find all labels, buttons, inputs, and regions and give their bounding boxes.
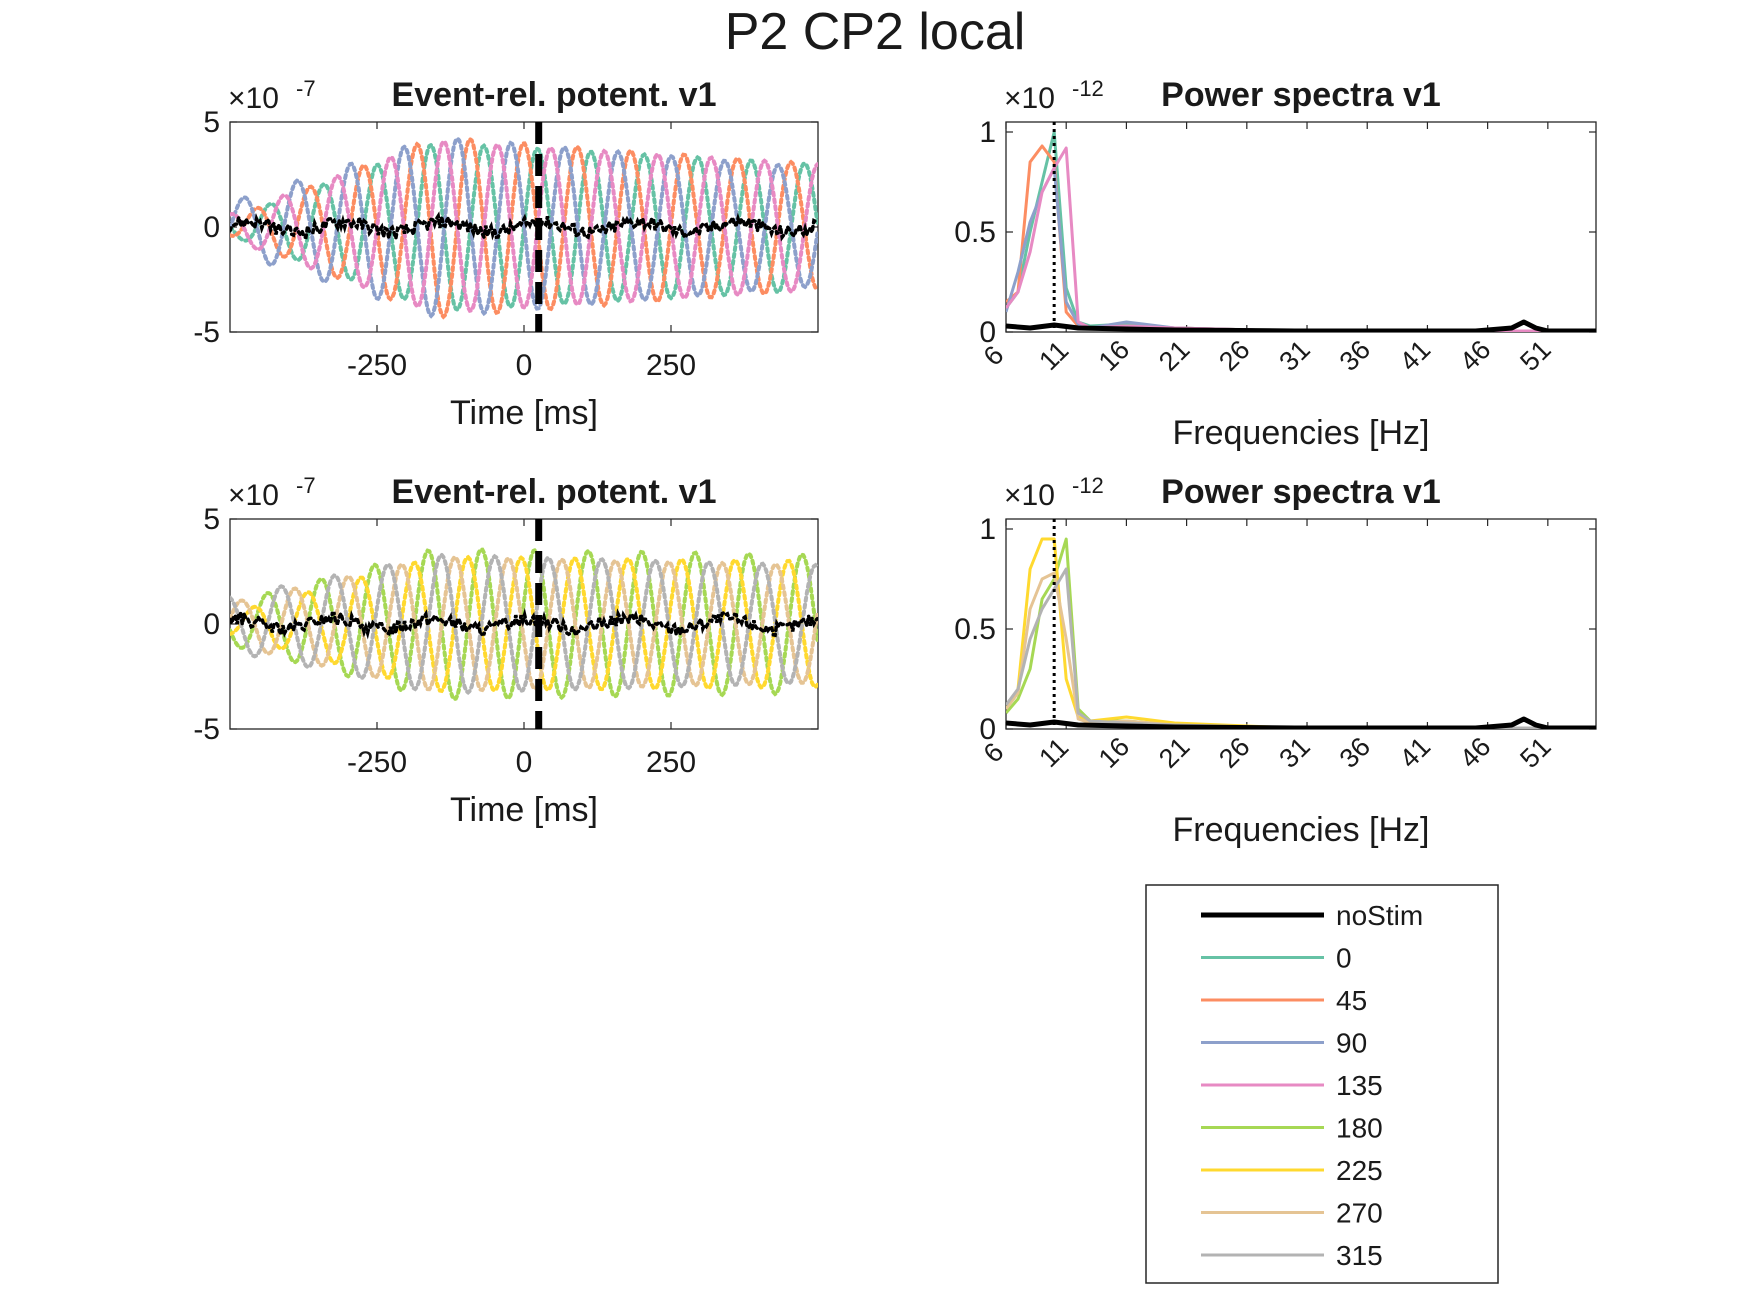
series-line-270 <box>1006 571 1596 729</box>
legend-label-315: 315 <box>1336 1240 1383 1271</box>
legend-label-135: 135 <box>1336 1070 1383 1101</box>
y-tick-label: 1 <box>979 116 996 149</box>
figure-title: P2 CP2 local <box>724 3 1026 61</box>
axis-title: Event-rel. potent. v1 <box>392 76 717 114</box>
legend-label-225: 225 <box>1336 1155 1383 1186</box>
series-group <box>1006 519 1596 729</box>
y-tick-label: 1 <box>979 513 996 546</box>
axis-exponent-power: -7 <box>296 76 316 101</box>
series-line-noStim <box>230 607 818 640</box>
x-tick-label: 21 <box>1153 731 1195 773</box>
series-line-noStim <box>230 211 818 244</box>
x-tick-label: 21 <box>1153 334 1195 376</box>
series-line-45 <box>1006 144 1596 332</box>
x-tick-label: 250 <box>646 746 696 779</box>
axis-exponent: ×10 <box>1004 479 1055 512</box>
x-tick-label: 0 <box>516 349 533 382</box>
y-tick-label: 0 <box>979 316 996 349</box>
legend-label-270: 270 <box>1336 1198 1383 1229</box>
x-tick-label: 0 <box>516 746 533 779</box>
series-group <box>230 122 818 332</box>
plot-area <box>1005 518 1597 730</box>
y-tick-label: 0.5 <box>954 613 996 646</box>
axis-exponent-power: -12 <box>1072 473 1104 498</box>
series-line-135 <box>230 138 818 313</box>
legend-label-noStim: noStim <box>1336 900 1423 931</box>
y-tick-label: -5 <box>193 316 220 349</box>
axis-exponent: ×10 <box>228 82 279 115</box>
x-tick-label: 11 <box>1033 335 1074 376</box>
axis-title: Power spectra v1 <box>1161 473 1441 511</box>
series-line-0 <box>230 142 818 313</box>
x-tick-label: 36 <box>1334 334 1376 376</box>
legend-label-180: 180 <box>1336 1113 1383 1144</box>
x-tick-label: 46 <box>1454 334 1496 376</box>
x-tick-label: 41 <box>1394 334 1436 376</box>
y-tick-label: 0 <box>979 713 996 746</box>
legend-label-0: 0 <box>1336 943 1352 974</box>
series-line-45 <box>230 136 818 320</box>
x-tick-label: 11 <box>1033 732 1074 773</box>
series-line-225 <box>1006 537 1596 729</box>
x-tick-label: -250 <box>347 349 407 382</box>
legend: noStim 0 45 90 135 180 225 270 315 <box>1145 884 1499 1284</box>
axis-exponent-power: -7 <box>296 473 316 498</box>
x-tick-label: 31 <box>1273 334 1315 376</box>
axis-title: Power spectra v1 <box>1161 76 1441 114</box>
y-tick-label: 5 <box>203 503 220 536</box>
axis-title: Event-rel. potent. v1 <box>392 473 717 511</box>
x-tick-label: 31 <box>1273 731 1315 773</box>
series-line-315 <box>230 552 818 695</box>
x-axis-label: Frequencies [Hz] <box>1173 811 1430 849</box>
x-tick-label: 16 <box>1093 334 1135 376</box>
x-axis-label: Frequencies [Hz] <box>1173 414 1430 452</box>
x-tick-label: 16 <box>1093 731 1135 773</box>
y-tick-label: 0.5 <box>954 216 996 249</box>
series-line-noStim <box>1006 319 1596 332</box>
series-line-135 <box>1006 146 1596 332</box>
x-tick-label: 250 <box>646 349 696 382</box>
series-group <box>1006 122 1596 332</box>
x-tick-label: 26 <box>1213 334 1255 376</box>
x-tick-label: 36 <box>1334 731 1376 773</box>
y-tick-label: 0 <box>203 608 220 641</box>
x-axis-label: Time [ms] <box>450 394 598 432</box>
axis-exponent: ×10 <box>228 479 279 512</box>
x-tick-label: -250 <box>347 746 407 779</box>
chart-erp_top: -250 0 250 -5 0 5×10 -7 Event-rel. potent. v1 Ti… <box>193 76 819 432</box>
legend-label-90: 90 <box>1336 1028 1367 1059</box>
series-line-315 <box>1006 567 1596 729</box>
series-line-90 <box>1006 166 1596 332</box>
series-line-0 <box>1006 130 1596 332</box>
y-tick-label: -5 <box>193 713 220 746</box>
axis-exponent-power: -12 <box>1072 76 1104 101</box>
x-axis-label: Time [ms] <box>450 791 598 829</box>
plot-area <box>1005 121 1597 333</box>
series-line-270 <box>230 555 818 693</box>
y-tick-label: 0 <box>203 211 220 244</box>
y-tick-label: 5 <box>203 106 220 139</box>
x-tick-label: 46 <box>1454 731 1496 773</box>
chart-erp_bottom: -250 0 250 -5 0 5×10 -7 Event-rel. potent. v1 Ti… <box>193 473 819 829</box>
series-line-180 <box>1006 537 1596 729</box>
x-tick-label: 51 <box>1514 731 1556 773</box>
series-group <box>230 519 818 729</box>
x-tick-label: 26 <box>1213 731 1255 773</box>
legend-label-45: 45 <box>1336 985 1367 1016</box>
x-tick-label: 51 <box>1514 334 1556 376</box>
x-tick-label: 41 <box>1394 731 1436 773</box>
axis-exponent: ×10 <box>1004 82 1055 115</box>
